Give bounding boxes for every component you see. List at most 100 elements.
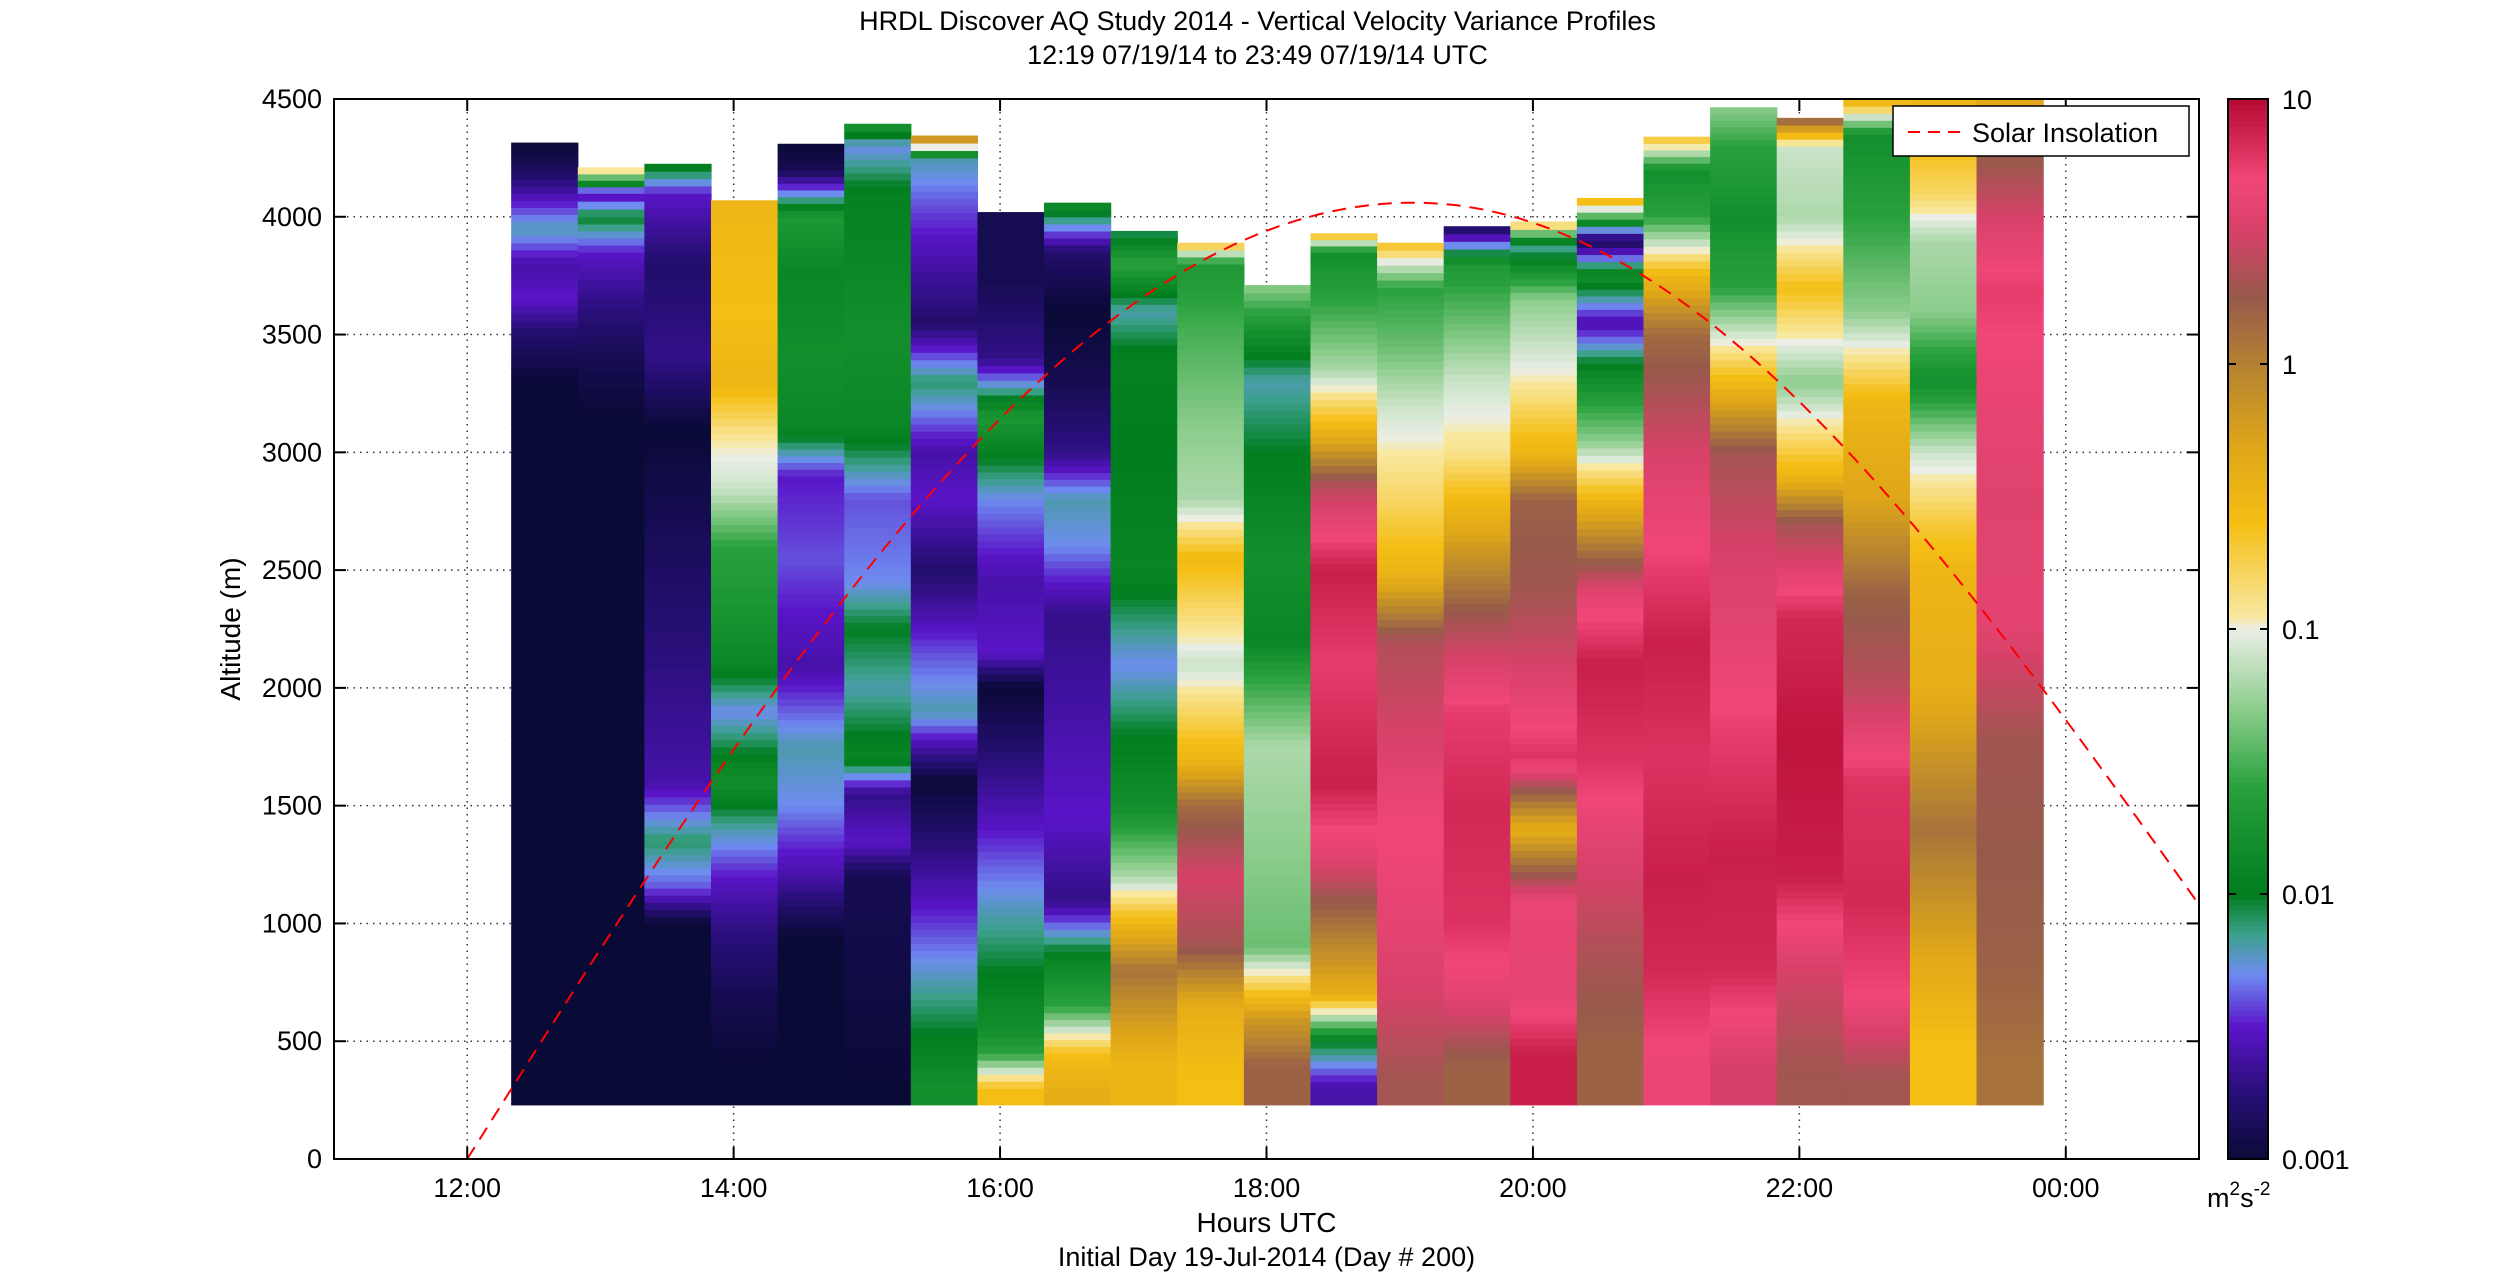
variance-cell [1177, 947, 1245, 955]
variance-cell [1377, 727, 1445, 736]
variance-cell [1243, 711, 1312, 720]
variance-cell [910, 859, 979, 867]
variance-cell [1510, 299, 1578, 307]
variance-cell [710, 753, 779, 762]
variance-cell [910, 330, 979, 339]
colorbar-cell [2228, 528, 2268, 535]
variance-cell [1377, 742, 1445, 751]
variance-cell [1843, 361, 1911, 370]
variance-cell [644, 930, 712, 938]
variance-cell [1044, 485, 1112, 494]
variance-cell [1443, 902, 1511, 911]
variance-cell [1510, 521, 1578, 530]
variance-cell [710, 876, 779, 884]
variance-cell [910, 950, 979, 959]
variance-cell [1377, 548, 1445, 557]
colorbar-cell [2228, 1095, 2268, 1102]
variance-cell [1510, 1008, 1578, 1017]
variance-cell [1443, 555, 1511, 563]
variance-cell [977, 316, 1045, 325]
variance-cell [644, 554, 712, 563]
variance-cell [1443, 798, 1511, 807]
variance-cell [1443, 895, 1511, 904]
variance-cell [710, 718, 779, 727]
variance-cell [1776, 855, 1844, 863]
variance-cell [1843, 899, 1911, 908]
variance-cell [1110, 713, 1178, 722]
colorbar-cell [2228, 321, 2268, 328]
variance-cell [777, 636, 845, 644]
variance-profile [511, 142, 579, 1106]
variance-cell [577, 509, 645, 517]
variance-cell [1443, 916, 1511, 925]
variance-cell [644, 435, 712, 444]
variance-cell [710, 318, 779, 326]
variance-cell [777, 316, 845, 325]
variance-cell [1243, 669, 1312, 677]
colorbar-tick-label: 0.1 [2282, 615, 2320, 645]
variance-cell [1110, 244, 1178, 252]
variance-cell [1576, 823, 1645, 832]
variance-cell [644, 343, 712, 352]
variance-cell [1110, 833, 1178, 842]
colorbar-cell [2228, 761, 2268, 768]
variance-cell [644, 709, 712, 718]
variance-cell [1843, 1007, 1911, 1016]
variance-cell [1776, 432, 1844, 441]
variance-cell [977, 1029, 1045, 1038]
variance-cell [977, 1060, 1045, 1068]
variance-cell [1643, 1071, 1711, 1079]
variance-cell [1110, 841, 1178, 849]
variance-cell [1909, 332, 1978, 340]
variance-cell [1044, 992, 1112, 1000]
variance-cell [844, 230, 912, 238]
variance-cell [844, 904, 912, 913]
variance-cell [1776, 259, 1844, 267]
variance-cell [1510, 892, 1578, 901]
variance-cell [511, 313, 579, 322]
variance-cell [1510, 928, 1578, 937]
variance-cell [1909, 919, 1978, 927]
variance-cell [1643, 619, 1711, 627]
colorbar-cell [2228, 374, 2268, 381]
colorbar-cell [2228, 1000, 2268, 1006]
variance-cell [777, 462, 845, 470]
variance-cell [1576, 845, 1645, 854]
variance-cell [1643, 590, 1711, 598]
variance-cell [1843, 303, 1911, 312]
variance-cell [1710, 735, 1778, 743]
variance-cell [1110, 635, 1178, 644]
variance-cell [1177, 636, 1245, 644]
variance-cell [1243, 620, 1312, 628]
variance-cell [1510, 292, 1578, 300]
variance-cell [1776, 679, 1844, 688]
variance-cell [1909, 233, 1978, 241]
variance-cell [1510, 857, 1578, 866]
variance-cell [1576, 342, 1645, 351]
variance-cell [1443, 381, 1511, 390]
variance-cell [844, 961, 912, 969]
variance-cell [577, 193, 645, 202]
variance-cell [1510, 513, 1578, 522]
variance-cell [1843, 865, 1911, 873]
variance-cell [1243, 1010, 1312, 1019]
variance-cell [1710, 655, 1778, 664]
variance-profile [1576, 197, 1645, 1106]
colorbar-cell [2228, 1100, 2268, 1107]
variance-cell [1443, 826, 1511, 834]
variance-cell [1110, 493, 1178, 502]
variance-profile [977, 212, 1045, 1106]
variance-cell [1243, 968, 1312, 976]
variance-cell [1243, 627, 1312, 635]
x-axis-label: Hours UTC [1196, 1207, 1336, 1238]
variance-cell [1044, 851, 1112, 860]
variance-cell [910, 775, 979, 783]
variance-cell [977, 533, 1045, 542]
variance-cell [1710, 691, 1778, 700]
variance-cell [1377, 463, 1445, 472]
variance-cell [1976, 859, 2044, 868]
variance-cell [1843, 979, 1911, 988]
variance-cell [1976, 693, 2044, 701]
variance-cell [1976, 908, 2044, 916]
variance-cell [1377, 879, 1445, 888]
